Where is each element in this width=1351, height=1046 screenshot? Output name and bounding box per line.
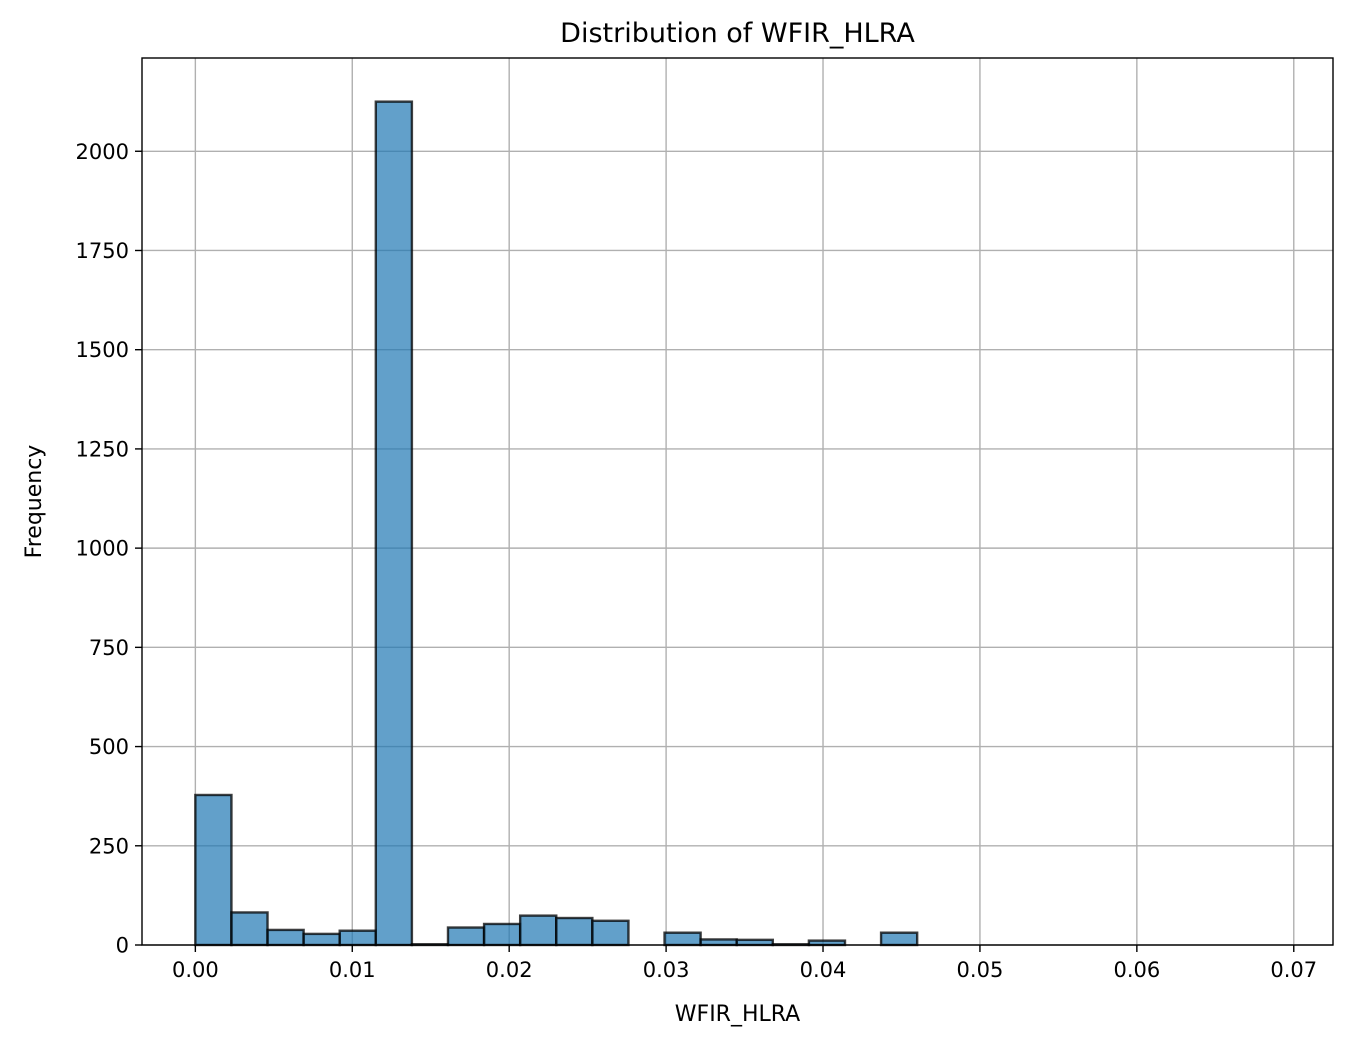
histogram-bar: [555, 916, 594, 947]
histogram-bar: [482, 922, 522, 947]
histogram-bar: [194, 793, 233, 947]
y-axis-label: Frequency: [22, 445, 47, 559]
histogram-bar: [663, 931, 702, 947]
chart-title: Distribution of WFIR_HLRA: [560, 18, 915, 49]
y-tick-label: 750: [89, 636, 129, 660]
histogram-bar: [446, 926, 486, 947]
y-tick-label: 0: [116, 934, 129, 958]
x-tick-label: 0.00: [172, 958, 219, 982]
histogram-bar: [230, 911, 269, 947]
y-tick-label: 500: [89, 735, 129, 759]
y-tick-label: 1250: [76, 437, 129, 461]
x-tick-label: 0.06: [1113, 958, 1160, 982]
plot-frame: [141, 57, 1334, 946]
y-tick-label: 1000: [76, 537, 129, 561]
histogram-bar: [338, 929, 378, 947]
y-tick-label: 1500: [76, 338, 129, 362]
histogram-bar: [735, 938, 775, 947]
histogram-bar: [374, 100, 414, 947]
y-tick-label: 250: [89, 834, 129, 858]
y-tick-label: 1750: [76, 239, 129, 263]
x-tick-label: 0.02: [486, 958, 533, 982]
histogram-bar: [518, 914, 558, 947]
histogram-bars: [194, 100, 919, 947]
x-tick-label: 0.07: [1270, 958, 1317, 982]
x-axis-ticks: 0.00 0.01 0.02 0.03 0.04 0.05 0.06 0.07: [172, 945, 1317, 982]
histogram-bar: [302, 932, 341, 947]
histogram-bar: [591, 919, 630, 947]
y-axis-ticks: 0 250 500 750 1000 1250 1500 1750 2000: [76, 140, 142, 958]
histogram-bar: [699, 938, 738, 947]
histogram-bar: [266, 928, 305, 947]
x-tick-label: 0.05: [957, 958, 1004, 982]
x-tick-label: 0.01: [329, 958, 376, 982]
x-axis-label: WFIR_HLRA: [675, 1002, 800, 1027]
x-tick-label: 0.03: [643, 958, 690, 982]
x-tick-label: 0.04: [800, 958, 847, 982]
y-tick-label: 2000: [76, 140, 129, 164]
histogram-bar: [879, 931, 919, 947]
